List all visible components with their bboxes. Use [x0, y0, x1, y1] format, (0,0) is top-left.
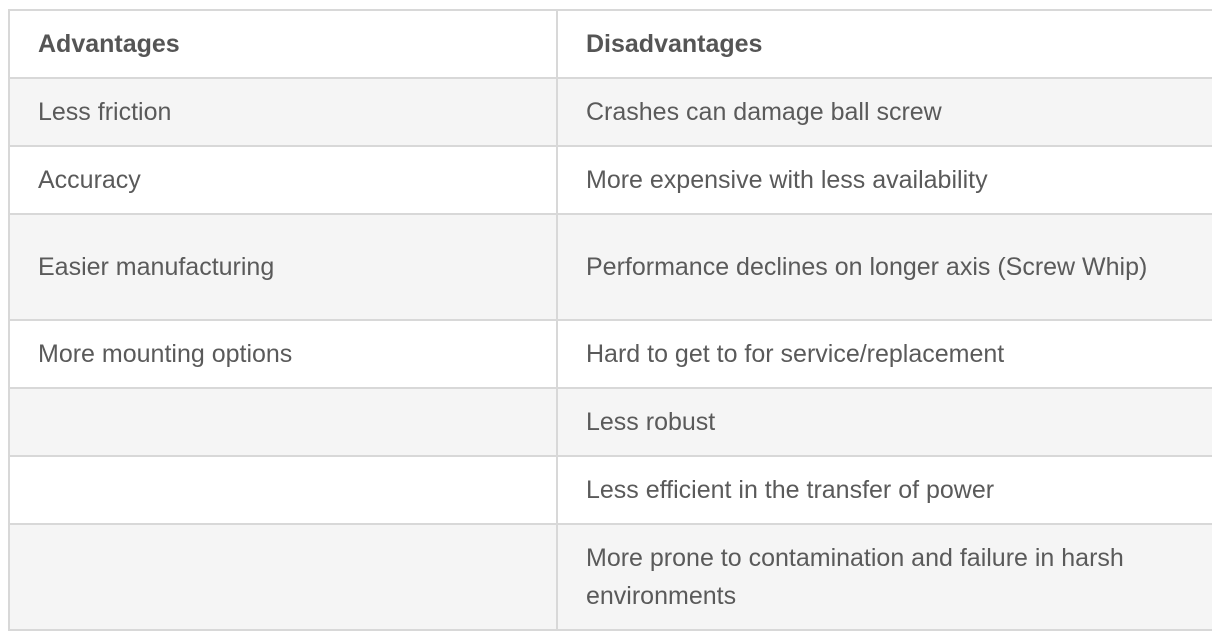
table-row: Less robust	[8, 387, 1212, 457]
header-disadvantages: Disadvantages	[556, 9, 1212, 79]
table-row: More prone to contamination and failure …	[8, 523, 1212, 631]
disadvantage-cell: Performance declines on longer axis (Scr…	[556, 213, 1212, 321]
disadvantage-cell: Less efficient in the transfer of power	[556, 455, 1212, 525]
disadvantage-cell: Less robust	[556, 387, 1212, 457]
disadvantage-cell: Hard to get to for service/replacement	[556, 319, 1212, 389]
header-advantages: Advantages	[8, 9, 558, 79]
advantage-cell: Accuracy	[8, 145, 558, 215]
advantage-cell: Easier manufacturing	[8, 213, 558, 321]
advantage-cell	[8, 455, 558, 525]
disadvantage-cell: More expensive with less availability	[556, 145, 1212, 215]
table-row: Less efficient in the transfer of power	[8, 455, 1212, 525]
advantage-cell: Less friction	[8, 77, 558, 147]
table-row: Less friction Crashes can damage ball sc…	[8, 77, 1212, 147]
table-row: More mounting options Hard to get to for…	[8, 319, 1212, 389]
comparison-table-container: Advantages Disadvantages Less friction C…	[8, 9, 1212, 631]
disadvantage-cell: Crashes can damage ball screw	[556, 77, 1212, 147]
advantage-cell	[8, 387, 558, 457]
table-row: Accuracy More expensive with less availa…	[8, 145, 1212, 215]
advantage-cell: More mounting options	[8, 319, 558, 389]
advantages-disadvantages-table: Advantages Disadvantages Less friction C…	[8, 9, 1212, 631]
disadvantage-cell: More prone to contamination and failure …	[556, 523, 1212, 631]
table-row: Easier manufacturing Performance decline…	[8, 213, 1212, 321]
table-header-row: Advantages Disadvantages	[8, 9, 1212, 79]
advantage-cell	[8, 523, 558, 631]
